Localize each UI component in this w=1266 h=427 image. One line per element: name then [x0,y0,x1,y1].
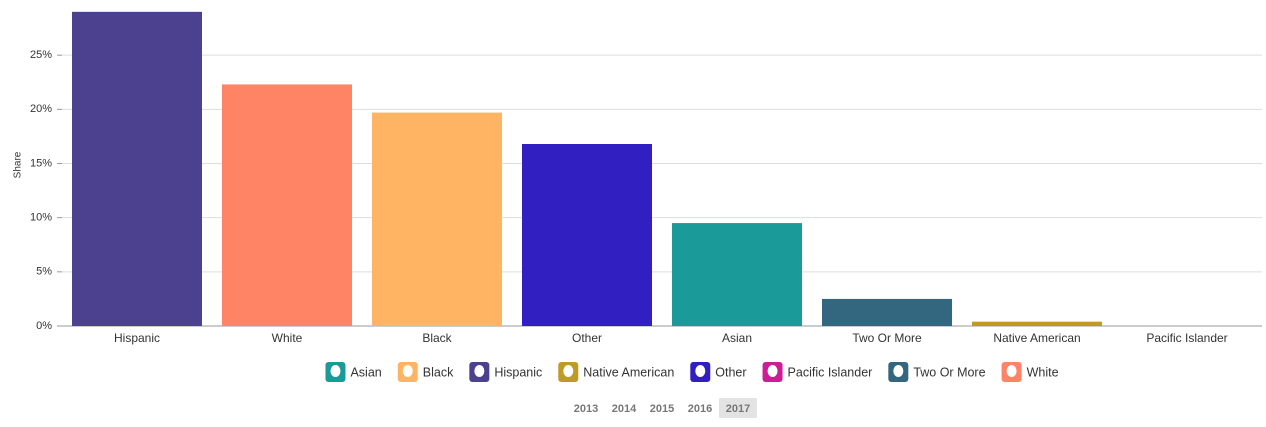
y-axis-title: Share [13,151,24,178]
legend-label[interactable]: Pacific Islander [788,365,873,379]
y-tick-label: 10% [30,212,52,224]
legend-label[interactable]: Two Or More [913,365,985,379]
bar[interactable] [372,112,502,326]
legend-icon [893,365,904,377]
legend-label[interactable]: Asian [350,365,381,379]
legend-icon [695,365,706,377]
legend-icon [767,365,778,377]
y-tick-label: 0% [36,320,52,332]
y-tick-label: 25% [30,49,52,61]
y-tick-label: 20% [30,103,52,115]
bar[interactable] [972,321,1102,326]
x-tick-label: Other [572,331,602,345]
x-tick-label: Two Or More [852,331,922,345]
year-button[interactable]: 2013 [574,403,598,415]
year-selected-bg [719,398,757,418]
x-tick-label: Hispanic [114,331,160,345]
x-tick-label: Native American [993,331,1080,345]
legend-label[interactable]: White [1027,365,1059,379]
x-tick-label: Black [422,331,452,345]
x-tick-label: Asian [722,331,752,345]
year-button[interactable]: 2014 [612,403,637,415]
legend-label[interactable]: Native American [583,365,674,379]
x-tick-label: White [272,331,303,345]
year-button[interactable]: 2015 [650,403,674,415]
legend-icon [1006,365,1017,377]
bar[interactable] [522,144,652,326]
bar[interactable] [222,84,352,327]
legend-label[interactable]: Black [423,365,454,379]
bar[interactable] [72,11,202,326]
legend-icon [330,365,341,377]
x-tick-label: Pacific Islander [1146,331,1227,345]
year-button[interactable]: 2016 [688,403,712,415]
bar[interactable] [822,298,952,326]
legend-icon [563,365,574,377]
legend-label[interactable]: Other [715,365,746,379]
legend-label[interactable]: Hispanic [494,365,542,379]
y-tick-label: 5% [36,266,52,278]
legend-icon [402,365,413,377]
year-button[interactable]: 2017 [726,403,750,415]
bar[interactable] [672,223,802,326]
legend-icon [474,365,485,377]
y-tick-label: 15% [30,157,52,169]
